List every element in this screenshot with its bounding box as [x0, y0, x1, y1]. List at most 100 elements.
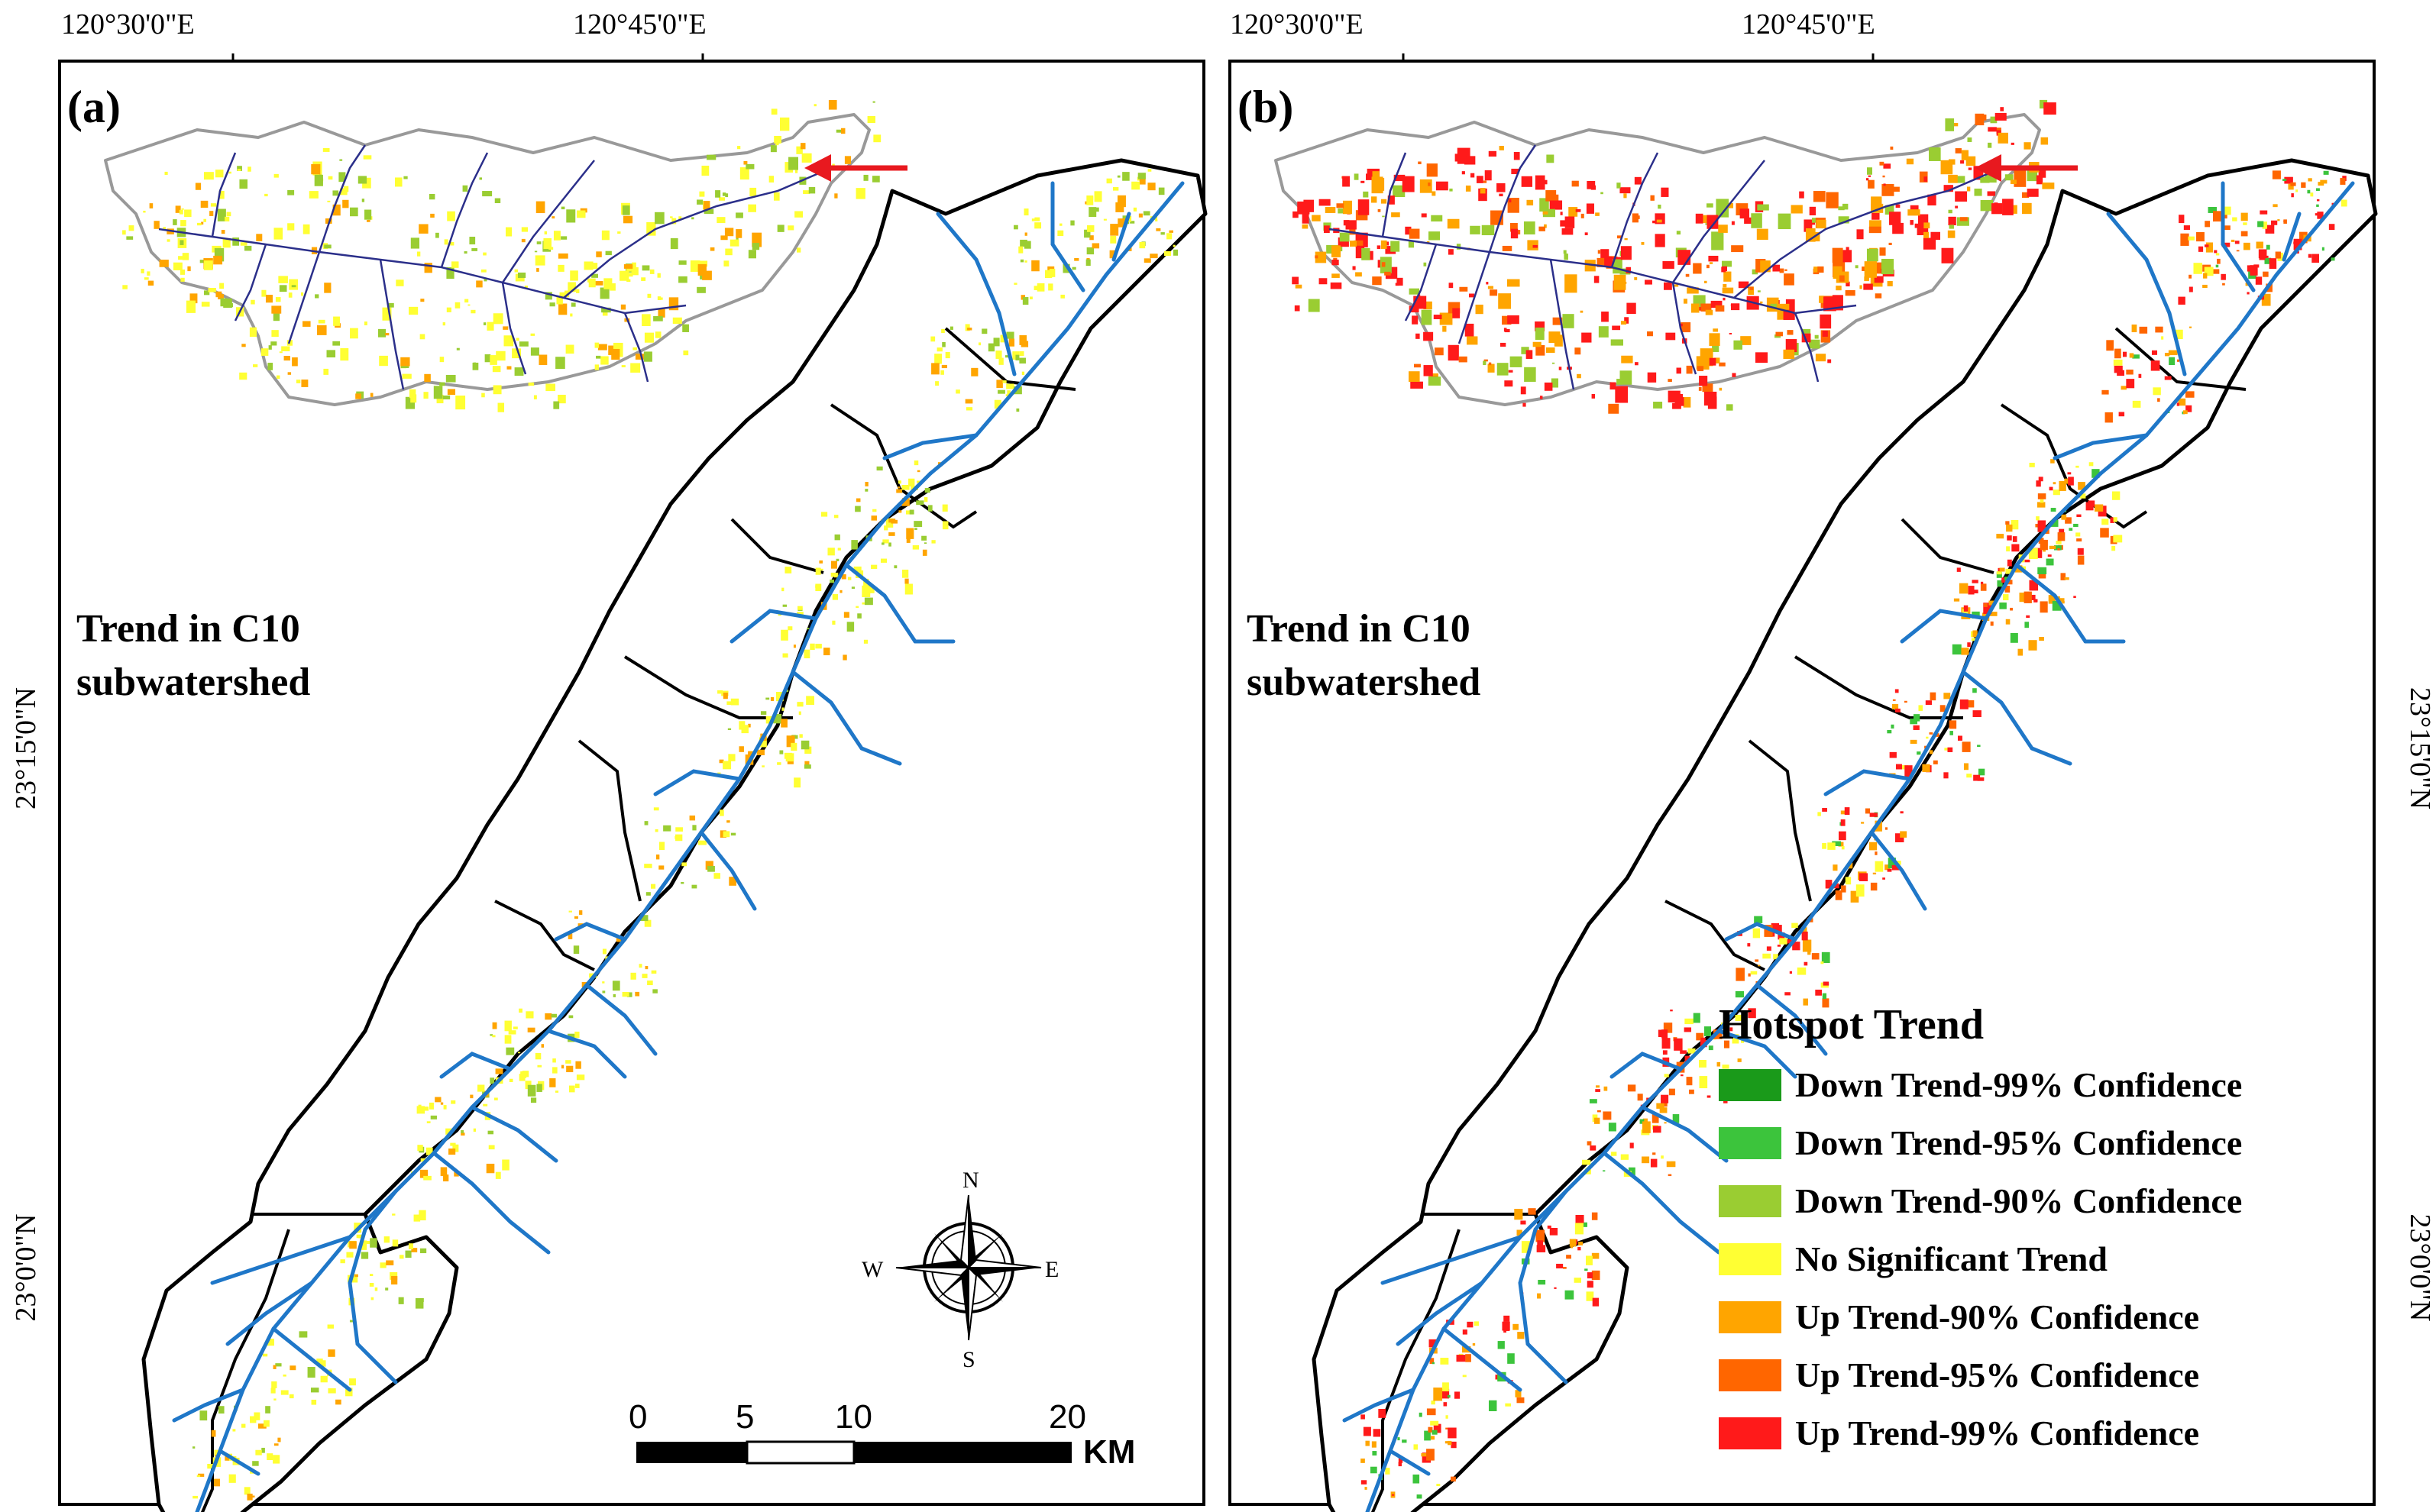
trend-pixel	[1092, 243, 1100, 249]
trend-pixel	[1118, 218, 1126, 228]
trend-pixel	[1528, 1208, 1536, 1215]
trend-pixel	[207, 1463, 215, 1469]
trend-pixel	[2243, 242, 2250, 250]
trend-pixel	[1791, 922, 1798, 929]
trend-pixel	[765, 716, 772, 724]
trend-pixel	[1642, 1118, 1648, 1123]
trend-pixel	[884, 525, 888, 531]
trend-pixel	[378, 328, 387, 338]
trend-pixel	[652, 989, 658, 993]
trend-pixel	[2046, 558, 2054, 566]
trend-pixel	[1535, 327, 1545, 341]
trend-pixel	[1019, 334, 1027, 345]
trend-pixel	[771, 108, 778, 115]
trend-pixel	[1620, 321, 1627, 325]
trend-pixel	[444, 239, 448, 245]
trend-pixel	[1002, 380, 1007, 383]
trend-pixel	[623, 264, 633, 269]
trend-pixel	[737, 146, 741, 150]
scale-tick-5: 5	[736, 1398, 754, 1436]
trend-pixel	[971, 367, 979, 376]
trend-pixel	[1748, 286, 1754, 296]
trend-pixel	[1797, 967, 1807, 975]
trend-pixel	[1661, 1029, 1668, 1039]
trend-pixel	[1676, 231, 1681, 235]
trend-pixel	[332, 341, 341, 346]
trend-pixel	[1577, 373, 1581, 379]
trend-pixel	[605, 250, 612, 256]
trend-pixel	[1706, 1095, 1711, 1098]
trend-pixel	[1584, 1268, 1588, 1271]
trend-pixel	[471, 247, 477, 251]
trend-pixel	[241, 344, 246, 347]
trend-pixel	[1642, 1156, 1650, 1164]
trend-pixel	[287, 189, 295, 195]
trend-pixel	[2262, 221, 2267, 229]
trend-pixel	[1784, 273, 1794, 286]
trend-pixel	[1521, 176, 1533, 187]
trend-pixel	[1659, 1107, 1668, 1113]
trend-pixel	[1804, 219, 1813, 232]
trend-pixel	[1440, 1358, 1449, 1365]
trend-pixel	[2275, 251, 2281, 259]
trend-pixel	[423, 1175, 432, 1181]
trend-pixel	[1292, 211, 1299, 218]
trend-pixel	[2150, 360, 2160, 371]
trend-pixel	[1342, 200, 1352, 215]
trend-pixel	[196, 1475, 201, 1478]
trend-pixel	[1652, 220, 1657, 224]
trend-pixel	[1412, 1474, 1420, 1484]
trend-pixel	[924, 497, 928, 502]
legend-swatch	[1719, 1243, 1781, 1275]
trend-pixel	[471, 309, 476, 314]
trend-pixel	[2178, 398, 2186, 406]
trend-pixel	[2049, 486, 2053, 491]
trend-pixel	[1462, 1375, 1467, 1378]
trend-pixel	[621, 365, 626, 368]
trend-pixel	[898, 480, 901, 484]
trend-pixel	[1331, 245, 1341, 257]
trend-pixel	[1760, 301, 1763, 304]
trend-pixel	[1778, 932, 1785, 940]
trend-pixel	[1968, 586, 1975, 595]
trend-pixel	[594, 364, 599, 370]
trend-pixel	[1868, 175, 1871, 177]
trend-pixel	[1689, 1089, 1694, 1094]
trend-pixel	[896, 489, 903, 493]
trend-pixel	[1626, 302, 1636, 315]
trend-pixel	[1770, 303, 1777, 308]
trend-pixel	[1024, 232, 1027, 236]
trend-pixel	[658, 309, 665, 318]
compass-s: S	[962, 1347, 975, 1372]
trend-pixel	[1488, 362, 1492, 366]
trend-pixel	[239, 372, 247, 380]
trend-pixel	[797, 606, 803, 610]
trend-pixel	[494, 198, 501, 204]
trend-pixel	[1656, 1103, 1664, 1109]
trend-pixel	[2079, 493, 2086, 499]
trend-pixel	[1980, 199, 1994, 212]
trend-pixel	[1867, 167, 1872, 175]
trend-pixel	[288, 292, 293, 298]
trend-pixel	[2040, 499, 2044, 503]
trend-pixel	[398, 1297, 404, 1304]
trend-pixel	[2126, 379, 2135, 389]
trend-pixel	[456, 347, 460, 351]
trend-pixel	[2259, 252, 2266, 260]
trend-pixel	[1913, 725, 1920, 730]
trend-pixel	[2037, 520, 2046, 532]
trend-pixel	[566, 209, 576, 223]
trend-pixel	[1711, 231, 1724, 250]
trend-pixel	[1545, 347, 1555, 354]
trend-pixel	[1987, 191, 1995, 196]
trend-pixel	[1037, 283, 1045, 292]
trend-pixel	[533, 395, 537, 399]
trend-pixel	[2272, 170, 2281, 179]
trend-pixel	[492, 1035, 496, 1038]
trend-pixel	[906, 528, 914, 539]
trend-pixel	[1462, 1329, 1467, 1335]
trend-pixel	[2111, 491, 2121, 500]
trend-pixel	[777, 225, 785, 232]
trend-pixel	[1803, 998, 1809, 1006]
trend-pixel	[862, 602, 865, 605]
